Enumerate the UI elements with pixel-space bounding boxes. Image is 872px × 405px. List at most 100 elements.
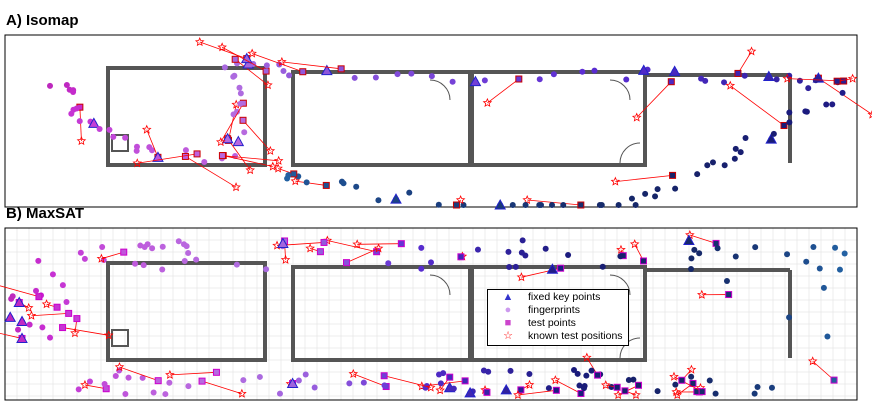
- legend-label: known test positions: [528, 329, 623, 342]
- error-link: [555, 379, 582, 394]
- fingerprint-dot: [691, 246, 698, 253]
- fingerprint-dot: [786, 119, 793, 126]
- fingerprint-dot: [351, 74, 358, 81]
- fingerprint-dot: [474, 246, 481, 253]
- fingerprint-dot: [59, 282, 66, 289]
- test-point: [299, 68, 307, 76]
- fingerprint-dot: [810, 244, 817, 251]
- fingerprint-dot: [375, 197, 382, 204]
- fingerprint-dot: [770, 130, 777, 137]
- error-link: [527, 199, 581, 206]
- room-wall: [470, 70, 647, 167]
- fingerprint-dot: [721, 79, 728, 86]
- fingerprint-dot: [542, 245, 549, 252]
- fingerprint-dot: [132, 260, 139, 267]
- fingerprint-dot: [175, 238, 182, 245]
- fingerprint-dot: [233, 261, 240, 268]
- test-point: [193, 150, 201, 158]
- known-test-position-star: [631, 389, 641, 400]
- fingerprint-dot: [565, 251, 572, 258]
- error-link: [31, 313, 69, 317]
- known-test-position-star: [231, 182, 241, 192]
- fingerprint-dot: [576, 382, 583, 389]
- known-test-position-star: [348, 368, 359, 378]
- test-point: [635, 381, 643, 389]
- fingerprint-dot: [632, 202, 639, 208]
- fingerprint-dot: [76, 118, 83, 125]
- fixed-key-point: [668, 65, 681, 76]
- test-point: [73, 315, 81, 323]
- fingerprint-dot: [437, 380, 444, 387]
- test-point: [698, 388, 706, 396]
- fingerprint-dot: [106, 126, 113, 133]
- test-point: [840, 77, 848, 85]
- test-point: [231, 55, 239, 63]
- error-link: [487, 78, 520, 104]
- fingerprint-dot: [688, 373, 695, 380]
- fingerprint-dot: [68, 110, 75, 117]
- error-link: [146, 129, 159, 158]
- fingerprint-dot: [162, 391, 169, 398]
- test-point: [59, 324, 67, 332]
- fixed-key-point: [683, 234, 695, 245]
- error-link: [295, 180, 327, 186]
- fingerprint-dot: [786, 314, 793, 321]
- fingerprint-dot: [598, 202, 605, 208]
- known-test-position-star: [305, 243, 315, 253]
- error-link: [0, 332, 23, 339]
- test-point: [577, 390, 585, 398]
- test-point: [515, 75, 523, 83]
- stairs: [111, 134, 129, 152]
- fixed-key-point: [762, 70, 775, 81]
- known-test-position-star: [482, 97, 493, 107]
- fingerprint-dot: [741, 72, 748, 79]
- fingerprint-dot: [526, 371, 533, 378]
- fingerprint-dot: [696, 250, 703, 257]
- fixed-key-point: [637, 64, 650, 75]
- triangle-icon: ▲: [502, 290, 514, 303]
- fingerprint-dot: [571, 367, 578, 374]
- known-test-position-star: [290, 176, 301, 186]
- fingerprint-dot: [428, 73, 435, 80]
- stairs: [111, 329, 129, 347]
- fingerprint-dot: [47, 334, 54, 341]
- test-point: [35, 293, 43, 301]
- known-test-position-star: [610, 176, 621, 186]
- error-link: [689, 234, 717, 244]
- fingerprint-dot: [149, 245, 156, 252]
- legend-label: fingerprints: [528, 303, 580, 316]
- fingerprint-dot: [26, 321, 33, 328]
- test-point: [780, 122, 788, 130]
- fixed-key-point: [390, 193, 402, 204]
- fingerprint-dot: [240, 377, 247, 384]
- test-point: [725, 291, 733, 299]
- fingerprint-dot: [768, 384, 775, 391]
- fingerprint-dot: [824, 333, 831, 340]
- error-link: [227, 138, 251, 171]
- fingerprint-dot: [550, 71, 557, 78]
- fingerprint-dot: [280, 67, 287, 74]
- error-link: [346, 248, 379, 263]
- known-test-position-star: [629, 239, 640, 249]
- known-test-position-star: [631, 112, 642, 122]
- panel-a-frame: [4, 34, 858, 208]
- fingerprint-dot: [574, 370, 581, 377]
- error-link: [737, 51, 752, 74]
- known-test-position-star: [352, 239, 362, 249]
- fingerprint-dot: [642, 190, 649, 197]
- fingerprint-dot: [263, 266, 270, 273]
- fixed-key-point: [546, 263, 559, 274]
- known-test-position-star: [782, 73, 793, 83]
- fixed-key-point: [152, 151, 164, 162]
- fixed-key-point: [88, 117, 100, 128]
- fingerprint-dot: [284, 175, 291, 182]
- test-point: [667, 78, 675, 86]
- fingerprint-dot: [536, 202, 543, 208]
- fingerprint-dot: [545, 385, 552, 392]
- fingerprint-dot: [360, 379, 367, 386]
- fingerprint-dot: [628, 195, 635, 202]
- fingerprint-dot: [672, 185, 679, 192]
- fingerprint-dot: [418, 244, 425, 251]
- circle-icon: ●: [504, 303, 512, 316]
- test-point: [316, 248, 324, 256]
